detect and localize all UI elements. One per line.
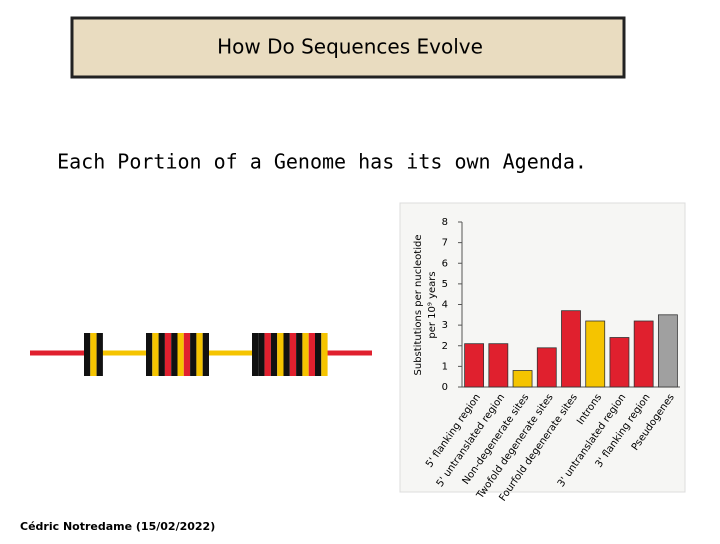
exon-stripe [252, 333, 259, 376]
title-box [70, 16, 626, 79]
bar [585, 320, 606, 388]
exon-stripe [277, 333, 284, 376]
y-axis-label: Substitutions per nucleotide [413, 235, 424, 376]
exon-stripe [158, 333, 165, 376]
subtitle: Each Portion of a Genome has its own Age… [57, 150, 587, 174]
y-tick-label: 0 [442, 382, 448, 393]
y-tick-label: 5 [442, 279, 448, 290]
y-tick-label: 4 [442, 300, 448, 311]
y-tick-label: 6 [442, 258, 448, 269]
exon-stripe [96, 333, 103, 376]
exon-stripe [190, 333, 197, 376]
exon-stripe [258, 333, 265, 376]
exon-stripe [177, 333, 184, 376]
y-axis-label: per 10⁹ years [427, 271, 438, 338]
y-tick-label: 7 [442, 238, 448, 249]
exon-stripe [289, 333, 297, 376]
bar [512, 370, 533, 388]
exon-stripe [296, 333, 303, 376]
exon-stripe [315, 333, 322, 376]
exon-stripe [321, 333, 328, 376]
exon-stripe [84, 333, 91, 376]
exon-stripe [264, 333, 271, 376]
slide-title: How Do Sequences Evolve [217, 35, 483, 59]
bar [657, 314, 678, 388]
exon-stripe [90, 333, 97, 376]
exon-stripe [183, 333, 191, 376]
bar [561, 310, 581, 388]
bar [536, 347, 557, 388]
exon-stripe [270, 333, 278, 376]
y-tick-label: 8 [442, 217, 448, 228]
y-tick-label: 3 [442, 320, 448, 331]
exon-stripe [171, 333, 178, 376]
bar [464, 343, 485, 388]
exon-stripe [202, 333, 209, 376]
exon-stripe [283, 333, 290, 376]
exon-stripe [164, 333, 172, 376]
exon-stripe [196, 333, 203, 376]
bar [488, 343, 509, 388]
y-tick-label: 1 [442, 361, 448, 372]
gene-diagram [30, 333, 372, 376]
y-tick-label: 2 [442, 341, 448, 352]
bar [633, 320, 654, 388]
exon-stripe [302, 333, 309, 376]
footer: Cédric Notredame (15/02/2022) [20, 520, 215, 533]
bar [609, 337, 630, 388]
exon-stripe [308, 333, 315, 376]
exon-stripe [152, 333, 159, 376]
exon-stripe [146, 333, 153, 376]
exons [84, 333, 328, 376]
